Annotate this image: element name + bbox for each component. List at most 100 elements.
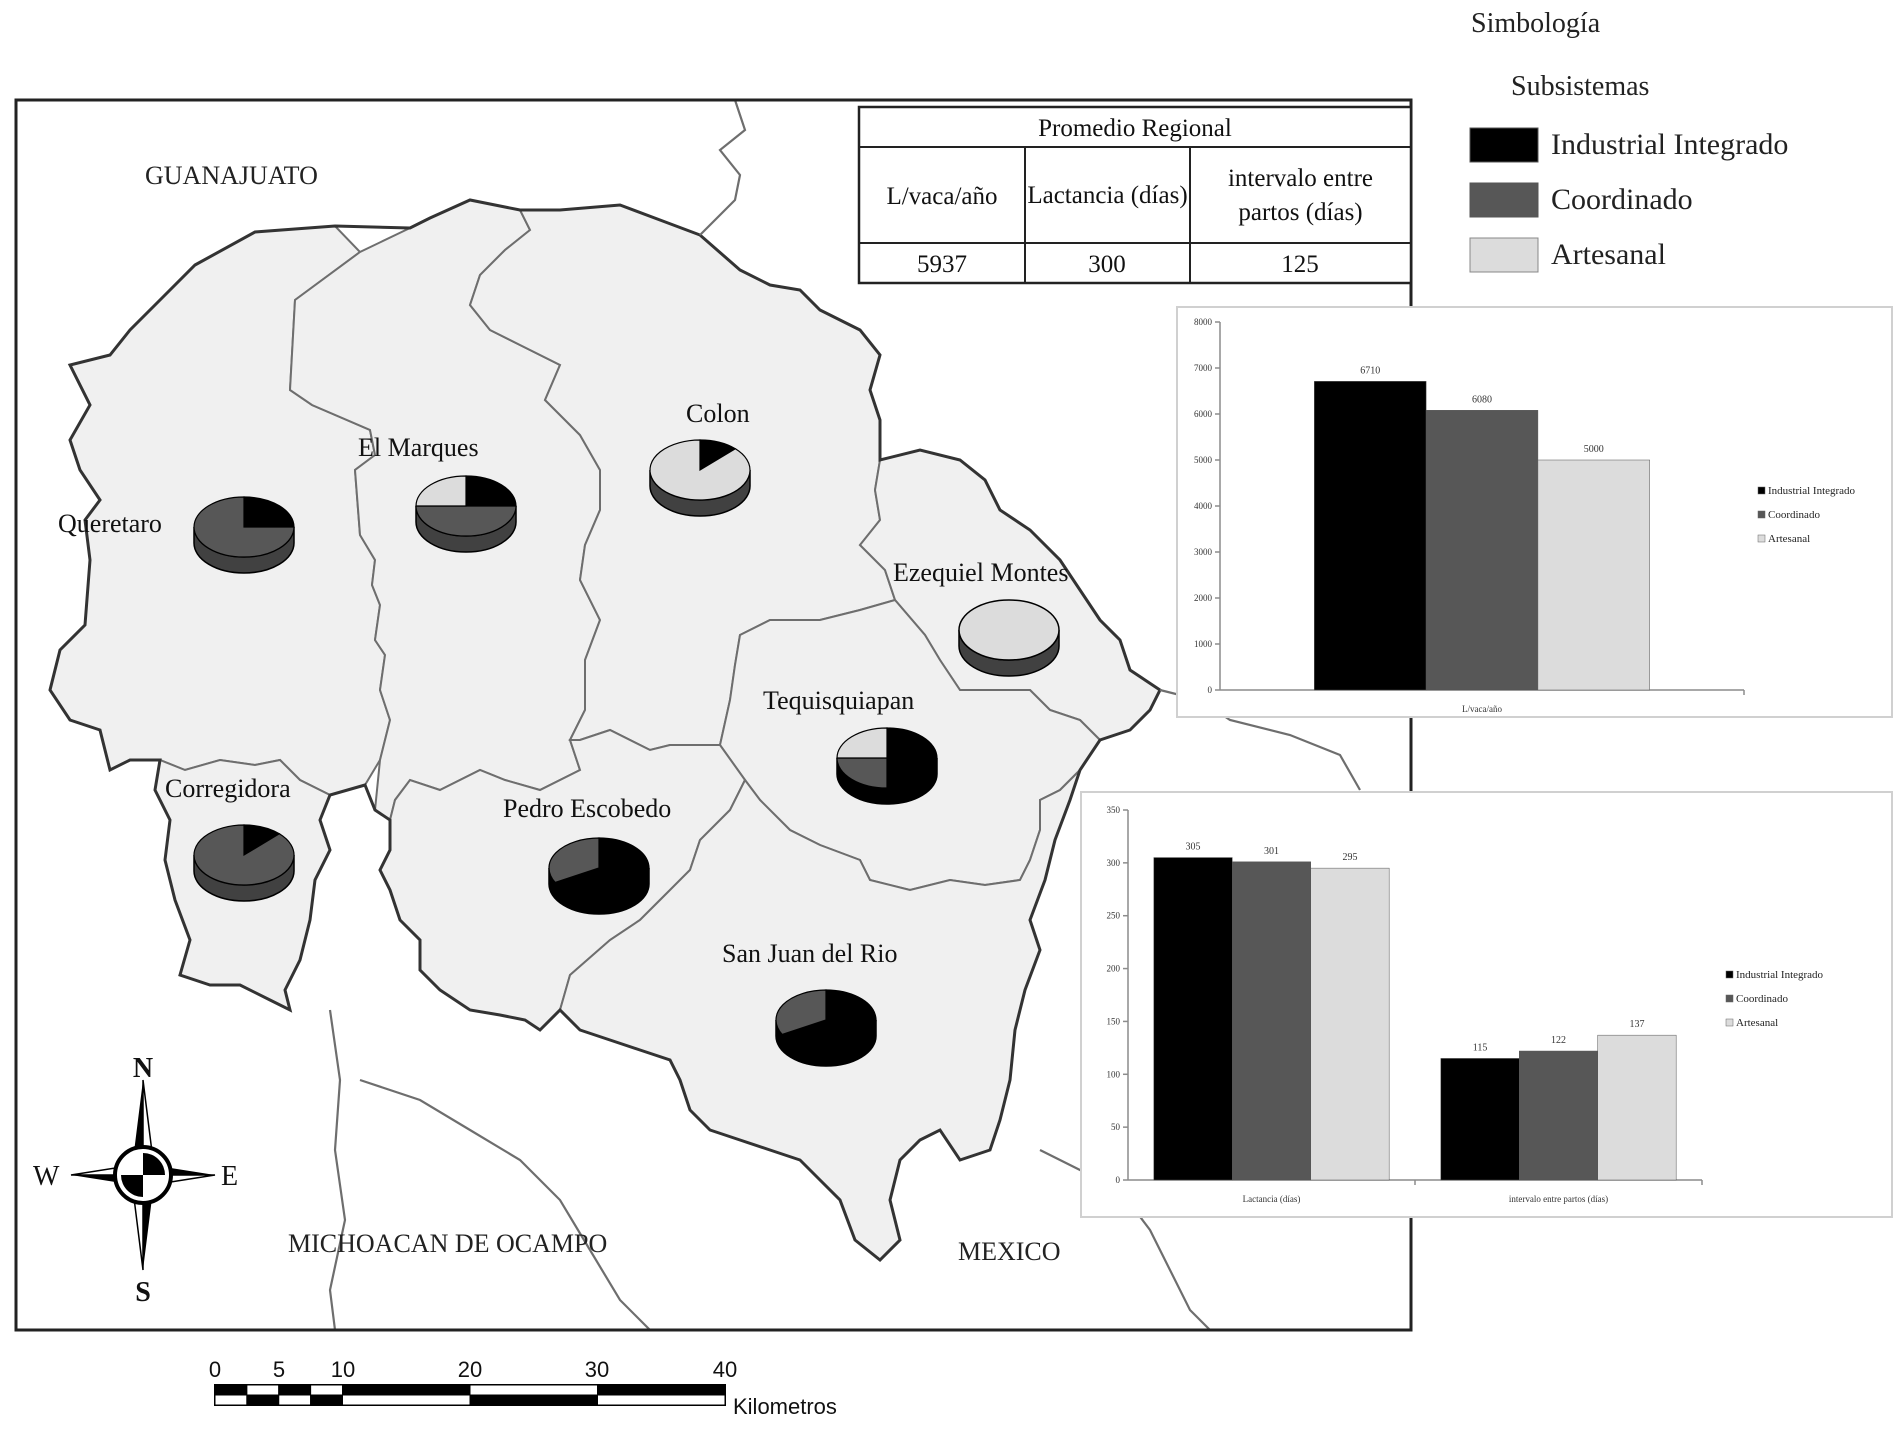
y-tick-label: 300 <box>1107 858 1121 868</box>
x-category-label: Lactancia (días) <box>1243 1194 1301 1204</box>
pie-slice <box>781 989 877 1051</box>
pie-slice <box>649 439 751 501</box>
bar-value-label: 5000 <box>1584 444 1604 455</box>
scale-segment-top <box>214 1384 248 1396</box>
pie-slice <box>465 475 517 507</box>
scale-segment-top <box>469 1384 598 1396</box>
x-category-label: L/vaca/año <box>1462 704 1502 714</box>
y-tick-label: 350 <box>1107 805 1121 815</box>
bar <box>1232 861 1311 1181</box>
legend-entry: Coordinado <box>1736 993 1788 1005</box>
table-header-lactancia: Lactancia (días) <box>1027 182 1188 210</box>
table-title: Promedio Regional <box>1038 115 1232 142</box>
label-san-juan-del-rio: San Juan del Rio <box>722 939 898 968</box>
y-tick-label: 200 <box>1107 964 1121 974</box>
bar <box>1597 1034 1677 1181</box>
chart-lactation-interval: 0 50 100 150 200 250 300 350 305 301 295 Lactancia … <box>1080 791 1893 1218</box>
pie-colon <box>649 439 751 517</box>
legend-swatch-industrial <box>1469 127 1539 163</box>
x-category-label: intervalo entre partos (días) <box>1509 1194 1608 1204</box>
scale-tick-10: 10 <box>331 1357 355 1382</box>
table-header-intervalo: intervalo entre partos (días) <box>1227 165 1374 226</box>
bar-value-label: 6080 <box>1472 394 1492 405</box>
pie-slice <box>548 837 600 884</box>
scale-segment-bottom <box>469 1394 598 1406</box>
pie-slice <box>886 727 938 789</box>
scale-segment-bottom <box>597 1394 726 1406</box>
legend-swatch <box>1725 1018 1734 1027</box>
bar <box>1537 459 1650 691</box>
compass-n: N <box>133 1053 153 1084</box>
pie-corregidora <box>193 824 295 902</box>
bar <box>1440 1058 1520 1181</box>
legend-entry: Industrial Integrado <box>1736 969 1824 981</box>
legend-entry: Coordinado <box>1768 509 1820 521</box>
legend-swatch <box>1725 970 1734 979</box>
legend-entry: Industrial Integrado <box>1768 485 1856 497</box>
compass-w: W <box>33 1161 60 1192</box>
legend-swatch-artesanal <box>1469 237 1539 273</box>
label-tequisquiapan: Tequisquiapan <box>763 686 914 715</box>
compass-s: S <box>135 1277 151 1308</box>
legend-label-industrial: Industrial Integrado <box>1551 128 1788 161</box>
state-label-mexico: MEXICO <box>958 1237 1061 1266</box>
legend-title: Simbología <box>1471 8 1601 39</box>
bar <box>1153 857 1233 1181</box>
border-line-southwest <box>359 1078 651 1331</box>
y-tick-label: 4000 <box>1194 501 1213 511</box>
y-tick-label: 0 <box>1208 685 1213 695</box>
symbology-legend: Simbología Subsistemas Industrial Integr… <box>1469 8 1788 273</box>
y-tick-label: 50 <box>1111 1122 1121 1132</box>
scale-segment-bottom <box>214 1394 248 1406</box>
pie-slice <box>836 757 888 789</box>
pie-pedro-escobedo <box>548 837 650 915</box>
legend-label-coordinado: Coordinado <box>1551 183 1693 216</box>
scale-tick-40: 40 <box>713 1357 737 1382</box>
label-ezequiel-montes: Ezequiel Montes <box>893 558 1068 587</box>
legend-swatch <box>1725 994 1734 1003</box>
scale-segment-bottom <box>278 1394 312 1406</box>
pie-slice <box>193 824 295 886</box>
scale-segment-bottom <box>342 1394 471 1406</box>
y-tick-label: 8000 <box>1194 317 1213 327</box>
pie-tequisquiapan <box>836 727 938 805</box>
y-tick-label: 6000 <box>1194 409 1213 419</box>
state-outline <box>48 198 1162 1263</box>
scale-segment-top <box>342 1384 471 1396</box>
scale-segment-top <box>246 1384 280 1396</box>
y-tick-label: 150 <box>1107 1016 1121 1026</box>
bar-value-label: 295 <box>1342 852 1357 863</box>
scale-tick-30: 30 <box>585 1357 609 1382</box>
pie-slice <box>554 837 650 899</box>
pie-el-marques <box>415 475 517 553</box>
label-corregidora: Corregidora <box>165 774 291 803</box>
y-tick-label: 2000 <box>1194 593 1213 603</box>
compass-rose: N S E W <box>33 1053 238 1308</box>
scale-segment-top <box>278 1384 312 1396</box>
legend-swatch <box>1757 510 1766 519</box>
pie-slice <box>415 475 467 507</box>
legend-swatch <box>1757 486 1766 495</box>
pie-queretaro <box>193 496 295 574</box>
bar <box>1519 1050 1598 1181</box>
bar <box>1310 867 1390 1181</box>
border-line-north <box>699 99 747 236</box>
bar <box>1425 410 1539 691</box>
table-value-lactancia: 300 <box>1088 251 1126 278</box>
y-tick-label: 100 <box>1107 1069 1121 1079</box>
legend-swatch <box>1757 534 1766 543</box>
y-tick-label: 1000 <box>1194 639 1213 649</box>
border-line-south <box>328 1009 347 1331</box>
scale-unit: Kilometros <box>733 1394 837 1419</box>
pie-san-juan-del-rio <box>775 989 877 1067</box>
state-label-guanajuato: GUANAJUATO <box>145 161 318 190</box>
pie-slice <box>775 989 827 1036</box>
regional-table: Promedio Regional L/vaca/año Lactancia (… <box>857 105 1413 285</box>
map: GUANAJUATO MICHOACAN DE OCAMPO MEXICO Qu… <box>14 98 1413 1332</box>
y-tick-label: 3000 <box>1194 547 1213 557</box>
label-queretaro: Queretaro <box>58 509 162 538</box>
bar-value-label: 6710 <box>1360 365 1380 376</box>
legend-entry: Artesanal <box>1768 533 1810 545</box>
label-pedro-escobedo: Pedro Escobedo <box>503 794 671 823</box>
